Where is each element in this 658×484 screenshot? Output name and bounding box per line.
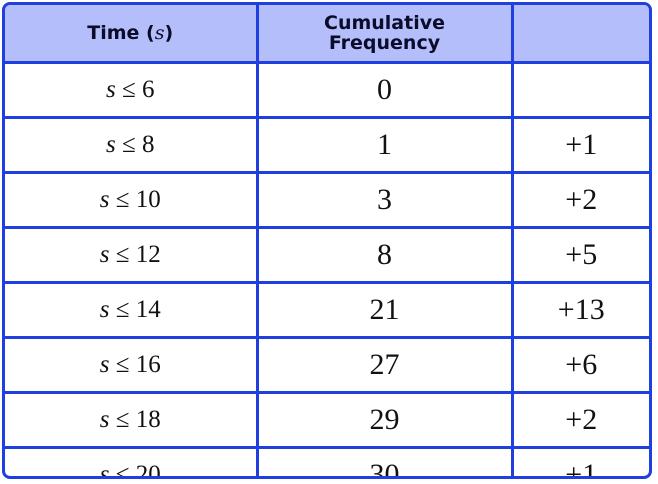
condition-variable: s <box>99 186 110 213</box>
condition-bound: 12 <box>135 241 161 268</box>
header-cumulative-line1: Cumulative <box>324 12 445 34</box>
table-row: s ≤ 20 30 +1 <box>5 446 649 479</box>
header-blank <box>510 5 649 64</box>
time-condition-cell: s ≤ 10 <box>5 171 259 229</box>
condition-variable: s <box>99 461 110 479</box>
cumulative-frequency-cell: 8 <box>255 226 514 284</box>
table-row: s ≤ 8 1 +1 <box>5 116 649 174</box>
condition-operator: ≤ <box>115 406 130 433</box>
condition-bound: 18 <box>135 406 161 433</box>
condition-bound: 10 <box>135 186 161 213</box>
cumulative-frequency-cell: 21 <box>255 281 514 339</box>
difference-cell: +1 <box>510 446 649 476</box>
time-condition-cell: s ≤ 14 <box>5 281 259 339</box>
condition-variable: s <box>99 406 110 433</box>
condition-variable: s <box>106 76 116 103</box>
condition-variable: s <box>99 351 110 378</box>
table-header: Time (s) Cumulative Frequency <box>5 5 649 64</box>
cumulative-frequency-cell: 29 <box>255 391 514 449</box>
cumulative-frequency-cell: 3 <box>255 171 514 229</box>
condition-variable: s <box>99 296 110 323</box>
condition-operator: ≤ <box>115 186 130 213</box>
condition-bound: 8 <box>141 131 155 158</box>
table-row: s ≤ 16 27 +6 <box>5 336 649 394</box>
condition-bound: 6 <box>141 76 155 103</box>
difference-cell: +2 <box>510 171 649 229</box>
condition-variable: s <box>106 131 116 158</box>
table-row: s ≤ 18 29 +2 <box>5 391 649 449</box>
difference-cell: +6 <box>510 336 649 394</box>
condition-operator: ≤ <box>122 76 136 103</box>
condition-operator: ≤ <box>115 296 130 323</box>
difference-cell: +1 <box>510 116 649 174</box>
table-row: s ≤ 10 3 +2 <box>5 171 649 229</box>
condition-bound: 16 <box>135 351 161 378</box>
cumulative-frequency-cell: 1 <box>255 116 514 174</box>
difference-cell: +5 <box>510 226 649 284</box>
table-row: s ≤ 14 21 +13 <box>5 281 649 339</box>
time-condition-cell: s ≤ 8 <box>5 116 259 174</box>
condition-operator: ≤ <box>115 351 130 378</box>
condition-operator: ≤ <box>115 241 130 268</box>
header-time: Time (s) <box>5 5 259 64</box>
time-condition-cell: s ≤ 20 <box>5 446 259 479</box>
condition-operator: ≤ <box>122 131 136 158</box>
time-condition-cell: s ≤ 12 <box>5 226 259 284</box>
condition-operator: ≤ <box>115 461 130 479</box>
condition-bound: 14 <box>135 296 161 323</box>
condition-bound: 20 <box>135 461 161 479</box>
difference-cell <box>510 61 649 119</box>
header-row: Time (s) Cumulative Frequency <box>5 5 649 64</box>
condition-variable: s <box>99 241 110 268</box>
time-condition-cell: s ≤ 16 <box>5 336 259 394</box>
difference-cell: +13 <box>510 281 649 339</box>
header-time-suffix: ) <box>164 22 174 44</box>
header-time-prefix: Time ( <box>87 22 155 44</box>
cumulative-frequency-cell: 27 <box>255 336 514 394</box>
time-condition-cell: s ≤ 18 <box>5 391 259 449</box>
header-time-variable: s <box>154 22 165 44</box>
cumulative-frequency-cell: 0 <box>255 61 514 119</box>
difference-cell: +2 <box>510 391 649 449</box>
header-cumulative-line2: Frequency <box>328 32 441 54</box>
time-condition-cell: s ≤ 6 <box>5 61 259 119</box>
header-cumulative-frequency: Cumulative Frequency <box>255 5 514 64</box>
cumulative-frequency-cell: 30 <box>255 446 514 476</box>
table-row: s ≤ 12 8 +5 <box>5 226 649 284</box>
